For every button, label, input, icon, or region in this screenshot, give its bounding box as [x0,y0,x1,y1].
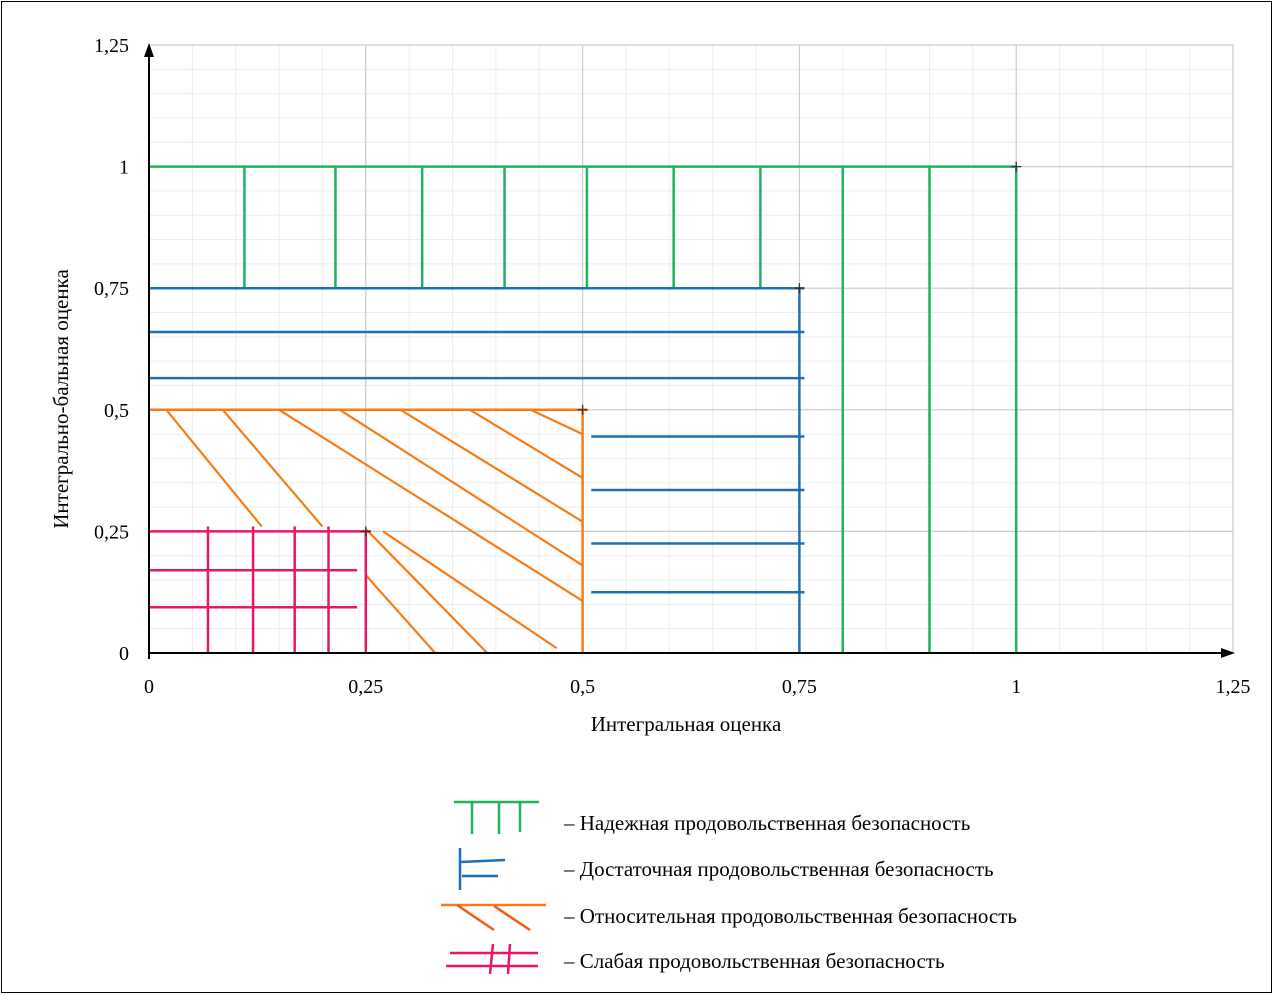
legend-label-sufficient: – Достаточная продовольственная безопасн… [563,857,994,881]
region-sufficient [149,286,805,653]
legend-label-relative: – Относительная продовольственная безопа… [563,904,1017,928]
region-relative-hatch [382,530,558,650]
y-tick-label: 0,5 [104,400,129,422]
region-relative-hatch [278,408,584,602]
y-axis-title: Интегрально-бальная оценка [49,269,73,529]
legend-swatch-cross-hatch [446,943,538,975]
legend-label-reliable: – Надежная продовольственная безопасност… [563,811,970,835]
region-relative-hatch [339,408,584,567]
x-tick-label: 0 [144,676,154,698]
regions-layer [149,161,1022,654]
major-grid [149,44,1234,653]
legend-swatch-diagonal-hatch [441,903,546,932]
corner-marker [794,283,805,294]
legend: – Надежная продовольственная безопасност… [441,800,1017,975]
corner-marker [1011,161,1022,172]
legend-swatch-vertical-hatch [454,800,539,834]
legend-item-reliable: – Надежная продовольственная безопасност… [454,800,970,835]
y-tick-label: 0,25 [94,521,129,543]
y-tick-label: 1,25 [94,35,129,57]
x-tick-label: 0,5 [570,676,595,698]
x-axis-title: Интегральная оценка [591,712,782,736]
y-tick-label: 0 [119,643,129,665]
region-relative-hatch [365,528,488,654]
region-relative-hatch [399,408,584,523]
legend-item-weak: – Слабая продовольственная безопасность [446,943,945,975]
legend-item-relative: – Относительная продовольственная безопа… [441,903,1017,932]
y-axis-arrow [144,43,154,57]
y-tick-label: 1 [119,157,129,179]
corner-marker [577,404,588,415]
axes-layer [144,43,1235,659]
legend-item-sufficient: – Достаточная продовольственная безопасн… [458,848,994,890]
minor-grid [149,44,1234,653]
corner-marker [360,526,371,537]
legend-label-weak: – Слабая продовольственная безопасность [563,949,945,973]
region-relative-hatch [165,409,263,528]
region-relative-hatch [221,409,324,528]
x-tick-label: 0,25 [348,676,383,698]
x-axis-arrow [1221,648,1235,658]
x-tick-label: 1 [1011,676,1021,698]
tick-labels: 0 0,25 0,5 0,75 1 1,25 0 0,25 0,5 0,75 1 1,25 [94,35,1251,698]
y-tick-label: 0,75 [94,278,129,300]
region-relative-hatch [364,574,436,654]
region-reliable [149,165,1018,653]
legend-swatch-horizontal-hatch [458,848,506,890]
region-relative-hatch [469,408,584,479]
region-weak [149,526,371,653]
x-tick-label: 0,75 [782,676,817,698]
x-tick-label: 1,25 [1216,676,1251,698]
region-relative [149,408,588,654]
region-relative-hatch [530,408,584,436]
